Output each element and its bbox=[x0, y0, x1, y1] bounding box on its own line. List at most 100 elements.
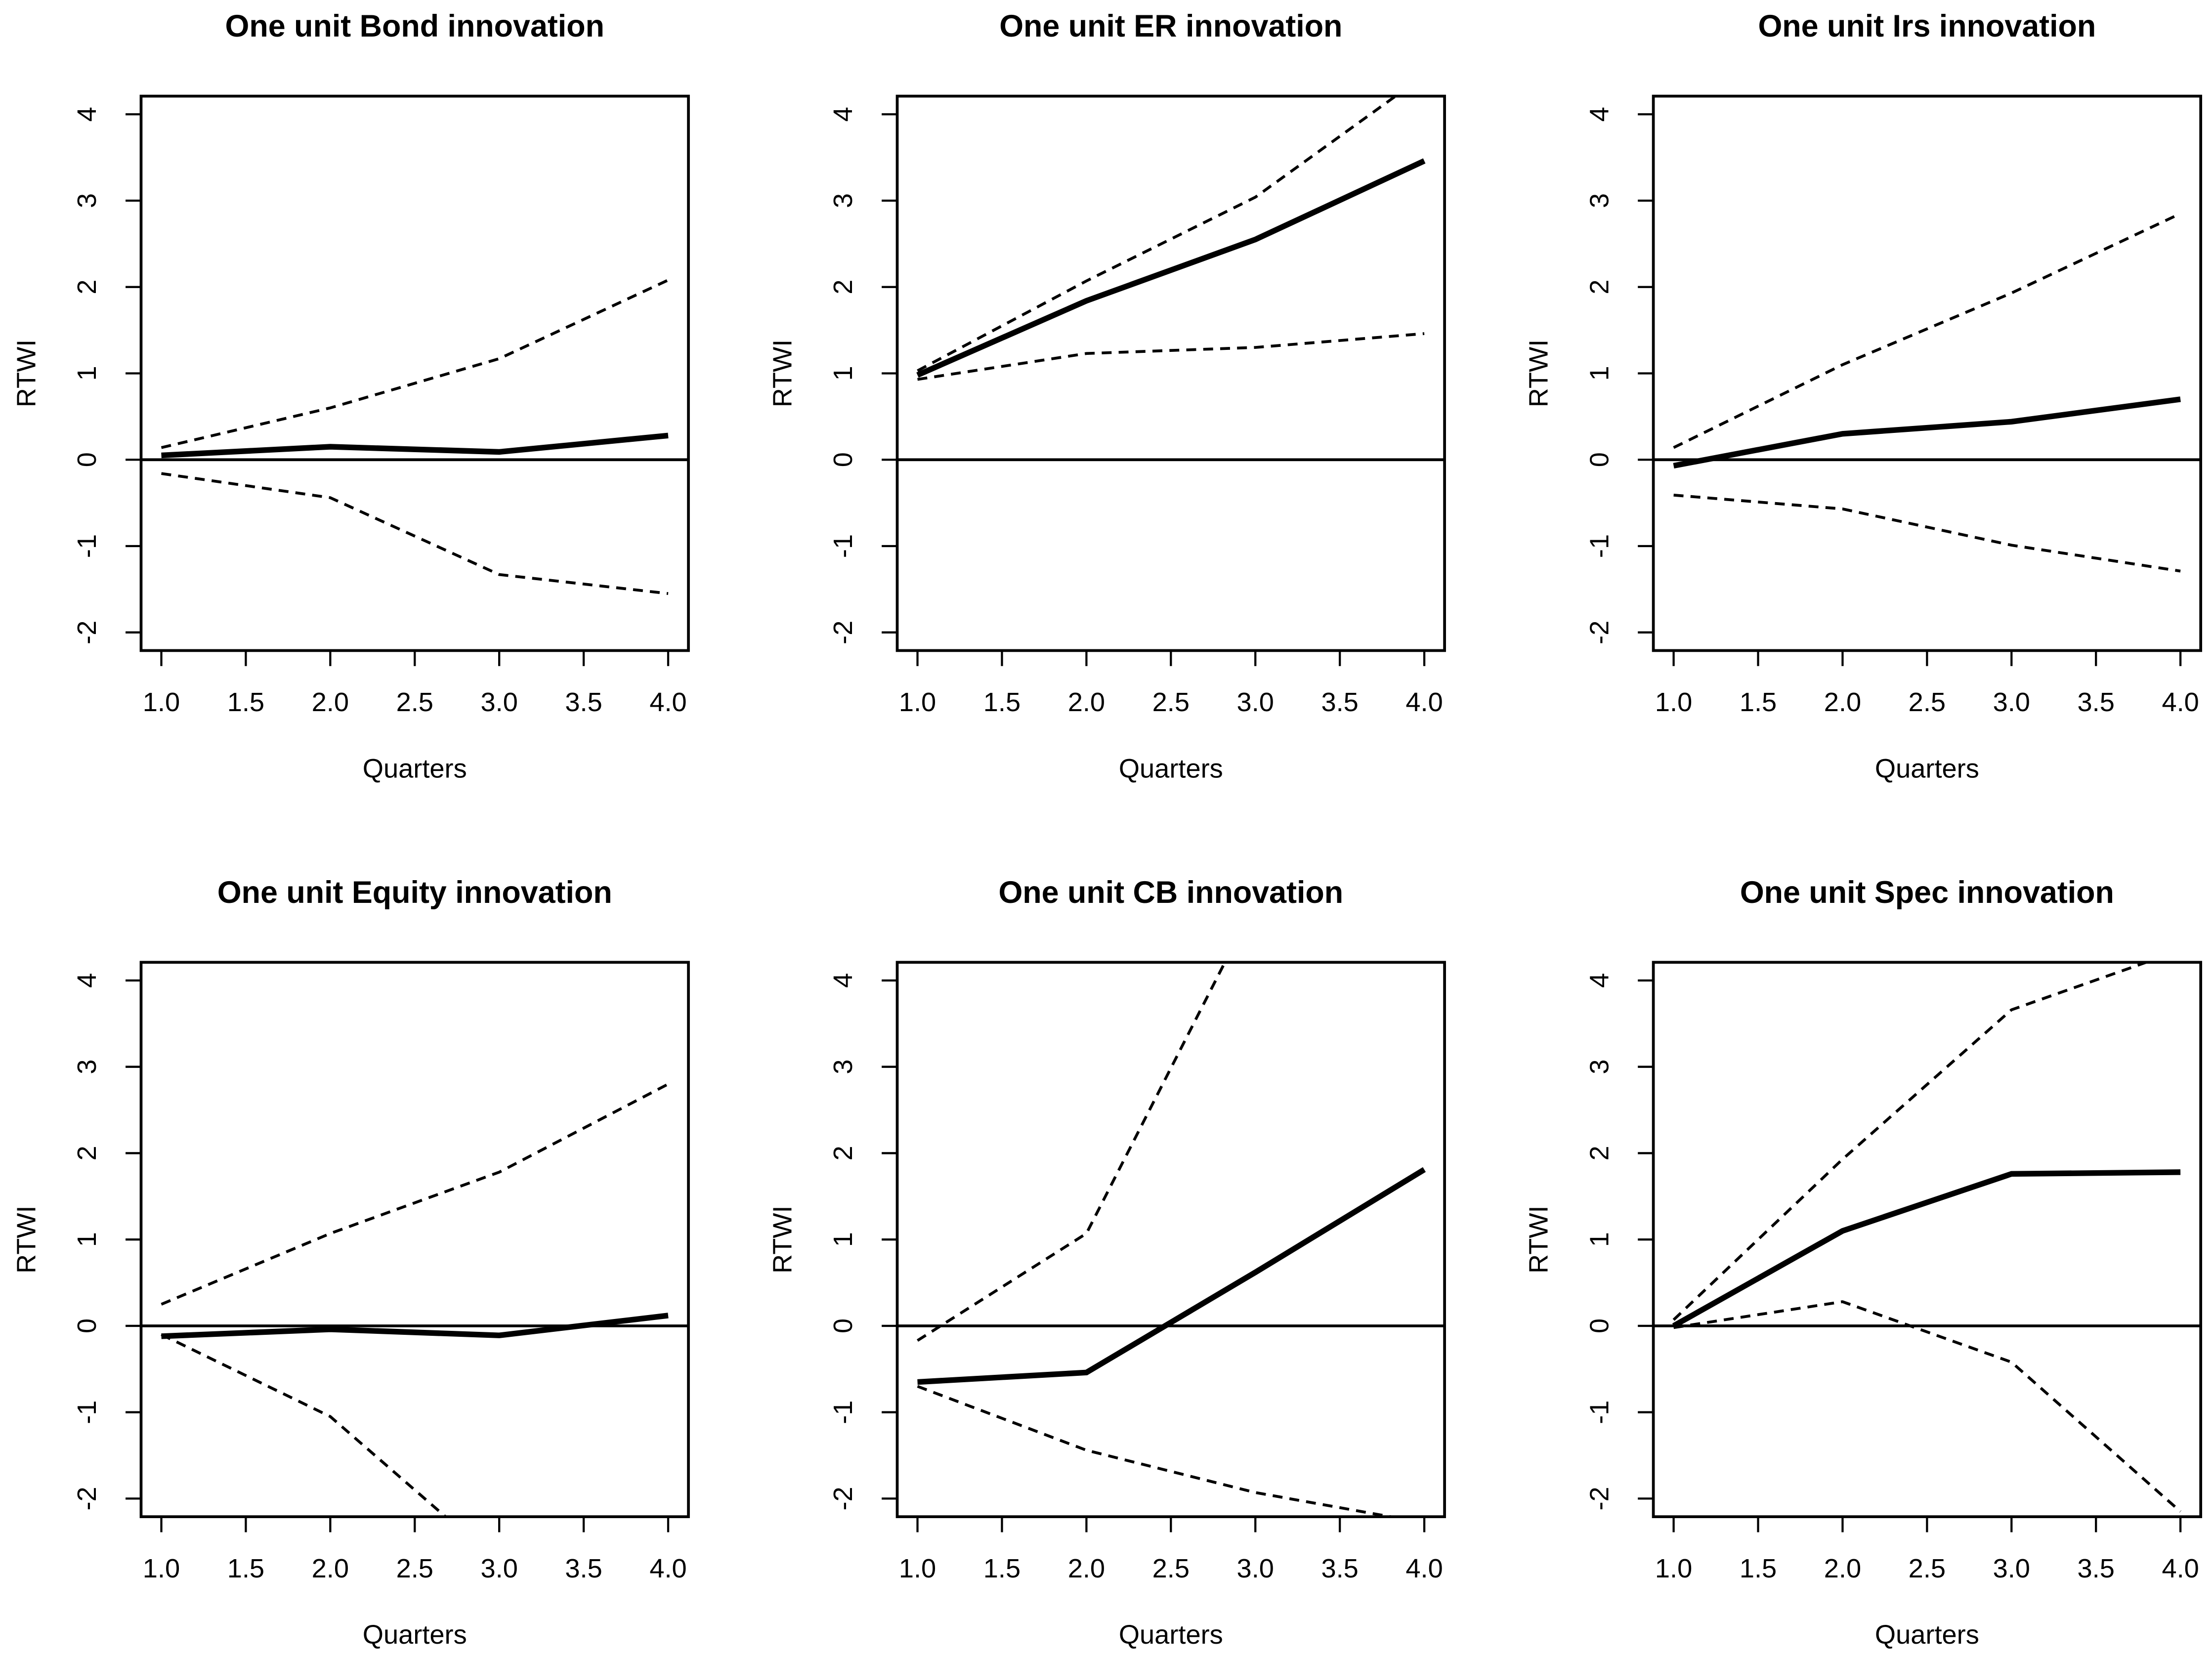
y-tick-label: 1 bbox=[828, 1232, 858, 1247]
y-axis-label: RTWI bbox=[11, 1205, 41, 1274]
x-tick-label: 1.5 bbox=[1740, 687, 1777, 717]
x-tick-label: 2.0 bbox=[312, 1554, 349, 1583]
confidence-band-line bbox=[917, 96, 1398, 372]
x-tick-label: 3.0 bbox=[1237, 687, 1274, 717]
confidence-band-line bbox=[161, 1333, 448, 1517]
x-tick-label: 2.5 bbox=[1909, 1554, 1946, 1583]
plot-frame bbox=[895, 961, 1446, 1518]
panel: One unit Irs innovation Quarters RTWI 1.0 1.… bbox=[1524, 9, 2203, 783]
y-tick-label: -1 bbox=[1584, 534, 1614, 558]
y-tick-label: -1 bbox=[1584, 1401, 1614, 1424]
plot-frame bbox=[139, 961, 690, 1518]
y-tick-label: 3 bbox=[1584, 1060, 1614, 1074]
confidence-band-line bbox=[917, 962, 1227, 1342]
y-tick-label: 0 bbox=[1584, 452, 1614, 467]
panel: One unit Bond innovation Quarters RTWI 1.0 1… bbox=[11, 9, 690, 783]
x-tick-label: 3.5 bbox=[565, 687, 602, 717]
x-tick-label: 4.0 bbox=[649, 1554, 686, 1583]
x-tick-label: 1.0 bbox=[899, 687, 936, 717]
y-tick-label: 4 bbox=[1584, 107, 1614, 122]
y-axis-label: RTWI bbox=[1524, 340, 1554, 408]
plot-frame bbox=[1652, 94, 2203, 652]
y-tick-label: 3 bbox=[72, 1060, 102, 1074]
x-tick-label: 1.0 bbox=[143, 687, 180, 717]
x-tick-label: 1.5 bbox=[227, 687, 264, 717]
panel: One unit CB innovation Quarters RTWI 1.0 1.5… bbox=[767, 875, 1446, 1650]
panel: One unit Spec innovation Quarters RTWI 1.0 1… bbox=[1524, 875, 2203, 1650]
x-axis-label: Quarters bbox=[363, 754, 467, 783]
x-tick-label: 4.0 bbox=[1405, 1554, 1443, 1583]
y-tick-label: -1 bbox=[828, 1401, 858, 1424]
x-tick-label: 2.0 bbox=[312, 687, 349, 717]
x-axis-label: Quarters bbox=[363, 1620, 467, 1650]
y-tick-label: 3 bbox=[828, 1060, 858, 1074]
panel: One unit Equity innovation Quarters RTWI 1.… bbox=[11, 875, 690, 1650]
y-tick-label: 0 bbox=[828, 452, 858, 467]
x-tick-label: 1.0 bbox=[1655, 687, 1692, 717]
panel-title: One unit ER innovation bbox=[999, 9, 1342, 43]
impulse-response-line bbox=[1673, 396, 2181, 469]
panel-title: One unit Bond innovation bbox=[225, 9, 604, 43]
x-tick-label: 2.5 bbox=[396, 1554, 433, 1583]
y-tick-label: 1 bbox=[72, 1232, 102, 1247]
impulse-response-line bbox=[917, 1167, 1426, 1385]
y-tick-label: 4 bbox=[72, 973, 102, 988]
confidence-band-line bbox=[1673, 494, 2181, 573]
x-tick-label: 1.0 bbox=[143, 1554, 180, 1583]
y-tick-label: 1 bbox=[1584, 366, 1614, 381]
confidence-band-line bbox=[917, 1385, 1399, 1517]
y-tick-label: 2 bbox=[72, 1146, 102, 1160]
panel-title: One unit Irs innovation bbox=[1758, 9, 2096, 43]
x-tick-label: 3.5 bbox=[2078, 687, 2115, 717]
x-tick-label: 2.0 bbox=[1068, 1554, 1105, 1583]
y-tick-label: -1 bbox=[828, 534, 858, 558]
y-tick-label: -2 bbox=[1584, 621, 1614, 644]
x-tick-label: 3.0 bbox=[1993, 687, 2030, 717]
x-tick-label: 1.5 bbox=[983, 1554, 1021, 1583]
y-tick-label: 4 bbox=[828, 107, 858, 122]
x-axis-label: Quarters bbox=[1119, 754, 1223, 783]
y-tick-label: -2 bbox=[72, 621, 102, 644]
x-tick-label: 3.5 bbox=[565, 1554, 602, 1583]
x-tick-label: 1.0 bbox=[899, 1554, 936, 1583]
x-tick-label: 3.0 bbox=[480, 1554, 517, 1583]
x-tick-label: 2.0 bbox=[1824, 687, 1861, 717]
y-tick-label: -2 bbox=[828, 621, 858, 644]
x-tick-label: 2.5 bbox=[1152, 1554, 1190, 1583]
y-tick-label: 1 bbox=[828, 366, 858, 381]
panel-title: One unit Equity innovation bbox=[217, 875, 612, 910]
y-tick-label: 4 bbox=[828, 973, 858, 988]
x-tick-label: 2.0 bbox=[1068, 687, 1105, 717]
x-tick-label: 3.0 bbox=[480, 687, 517, 717]
y-axis-label: RTWI bbox=[767, 1205, 797, 1274]
plot-frame bbox=[1652, 961, 2203, 1518]
y-tick-label: 0 bbox=[1584, 1318, 1614, 1333]
x-tick-label: 1.5 bbox=[983, 687, 1021, 717]
y-tick-label: 0 bbox=[72, 452, 102, 467]
y-tick-label: 0 bbox=[828, 1318, 858, 1333]
panel-title: One unit Spec innovation bbox=[1740, 875, 2114, 910]
x-tick-label: 4.0 bbox=[2162, 1554, 2199, 1583]
y-tick-label: 3 bbox=[72, 193, 102, 208]
x-tick-label: 2.0 bbox=[1824, 1554, 1861, 1583]
y-tick-label: 2 bbox=[828, 280, 858, 295]
x-axis-label: Quarters bbox=[1119, 1620, 1223, 1650]
panel: One unit ER innovation Quarters RTWI 1.0 1.5… bbox=[767, 9, 1446, 783]
x-tick-label: 3.0 bbox=[1237, 1554, 1274, 1583]
confidence-band-line bbox=[1673, 212, 2181, 449]
x-tick-label: 4.0 bbox=[649, 687, 686, 717]
x-axis-label: Quarters bbox=[1875, 1620, 1979, 1650]
y-axis-label: RTWI bbox=[1524, 1205, 1554, 1274]
y-tick-label: 1 bbox=[1584, 1232, 1614, 1247]
x-tick-label: 4.0 bbox=[2162, 687, 2199, 717]
y-tick-label: -2 bbox=[1584, 1487, 1614, 1510]
y-tick-label: -1 bbox=[72, 1401, 102, 1424]
x-tick-label: 3.5 bbox=[1321, 687, 1358, 717]
confidence-band-line bbox=[1673, 1300, 2182, 1513]
y-tick-label: 0 bbox=[72, 1318, 102, 1333]
y-tick-label: 3 bbox=[1584, 193, 1614, 208]
y-tick-label: 2 bbox=[1584, 1146, 1614, 1160]
y-tick-label: -2 bbox=[828, 1487, 858, 1510]
